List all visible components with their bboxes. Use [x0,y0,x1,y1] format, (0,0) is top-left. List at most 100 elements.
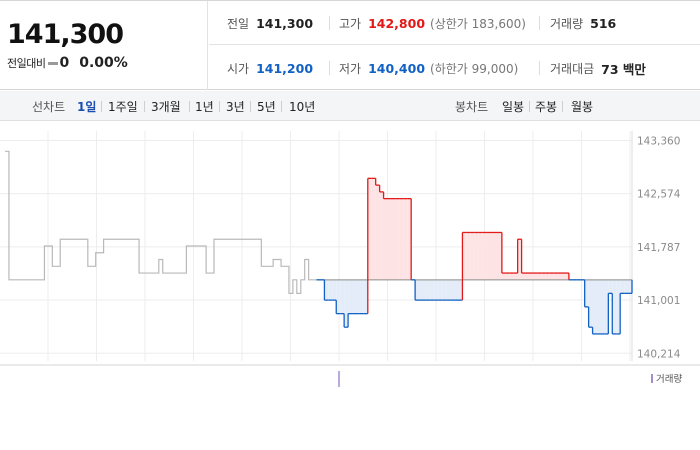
tab-period-10y[interactable]: 10년 [289,100,316,114]
trade-amount-value: 73 백만 [601,61,646,77]
tab-period-5y[interactable]: 5년 [257,100,276,114]
down-area-fill [624,279,629,294]
down-area-fill [458,279,463,301]
up-area-fill [490,232,494,280]
up-area-fill [383,198,388,280]
up-area-fill [533,273,538,280]
up-area-fill [371,178,376,280]
down-area-fill [592,279,597,334]
down-area-fill [359,279,364,314]
up-area-fill [517,239,522,280]
stats-row-1: 전일 141,300 고가 142,800 (상한가 183,600) 거래량 … [209,1,700,45]
y-tick-label: 143,360 [637,135,680,147]
down-area-fill [434,279,439,301]
down-area-fill [352,279,356,314]
tab-period-1y[interactable]: 1년 [195,100,214,114]
candle-chart-label: 봉차트 [455,100,489,114]
change-label: 전일대비 [7,57,46,70]
trade-amount-label: 거래대금 [550,61,595,76]
volume-value: 516 [590,15,617,31]
down-area-fill [332,279,337,301]
y-tick-label: 141,001 [637,295,680,307]
divider [329,16,330,30]
up-area-fill [486,232,491,280]
low-value: 140,400 [368,60,426,76]
up-area-fill [553,273,558,280]
lower-limit: (하한가 99,000) [430,61,519,76]
divider [539,16,540,30]
up-area-fill [521,273,526,280]
up-area-fill [561,273,565,280]
tab-period-3m[interactable]: 3개월 [151,100,181,114]
down-area-fill [584,279,589,307]
up-area-fill [395,198,400,280]
up-area-fill [564,273,569,280]
high-value: 142,800 [368,15,426,31]
change-percent: 0.00% [79,55,128,71]
price-summary: 141,300 전일대비 0 0.00% [0,1,208,90]
down-area-fill [442,279,447,301]
low-label: 저가 [339,61,362,76]
series-line-premarket [5,150,317,294]
up-area-fill [367,178,372,280]
chart-tab-bar: 선차트 1일 1주일 3개월 1년 3년 5년 10년 봉차트 일봉 주봉 월봉 [0,91,700,121]
tab-candle-monthly[interactable]: 월봉 [571,100,594,114]
up-area-fill [557,273,562,280]
down-area-fill [616,279,621,334]
prev-close-label: 전일 [227,16,250,31]
change-value: 0 [59,55,70,71]
up-area-fill [549,273,554,280]
divider [250,101,251,112]
down-area-fill [355,279,360,314]
down-area-fill [430,279,435,301]
tab-period-3y[interactable]: 3년 [226,100,245,114]
divider [529,101,530,112]
down-area-fill [450,279,455,301]
down-area-fill [328,279,333,301]
up-area-fill [470,232,475,280]
tab-candle-weekly[interactable]: 주봉 [535,100,558,114]
upper-limit: (상한가 183,600) [430,16,526,31]
stat-low: 저가 140,400 (하한가 99,000) [339,46,518,90]
down-area-fill [344,279,349,328]
up-area-fill [474,232,479,280]
tab-period-1d[interactable]: 1일 [77,100,97,114]
stat-open: 시가 141,200 [227,46,313,90]
down-area-fill [363,279,368,314]
volume-legend-swatch [651,374,653,383]
up-area-fill [403,198,408,280]
up-area-fill [478,232,483,280]
quote-header: 141,300 전일대비 0 0.00% 전일 141,300 고가 142,8… [0,0,700,90]
down-area-fill [423,279,427,301]
up-area-fill [466,232,471,280]
y-tick-label: 140,214 [637,348,681,360]
tab-period-1w[interactable]: 1주일 [108,100,138,114]
y-tick-label: 141,787 [637,242,680,254]
volume-label: 거래량 [550,16,584,31]
up-area-fill [525,273,530,280]
up-area-fill [497,232,502,280]
down-area-fill [596,279,601,334]
up-area-fill [509,273,514,280]
open-value: 141,200 [256,60,314,76]
divider [562,101,563,112]
stats-table: 전일 141,300 고가 142,800 (상한가 183,600) 거래량 … [209,1,700,90]
up-area-fill [387,198,392,280]
up-area-fill [462,232,467,280]
divider [189,101,190,112]
down-area-fill [426,279,431,301]
stats-row-2: 시가 141,200 저가 140,400 (하한가 99,000) 거래대금 … [209,46,700,90]
down-area-fill [340,279,345,314]
down-area-fill [336,279,341,314]
divider [281,101,282,112]
down-area-fill [454,279,459,301]
open-label: 시가 [227,61,250,76]
volume-legend-label: 거래량 [656,373,682,385]
y-tick-label: 142,574 [637,189,681,201]
up-area-fill [375,185,380,280]
up-area-fill [391,198,396,280]
high-label: 고가 [339,16,362,31]
up-area-fill [482,232,487,280]
tab-candle-daily[interactable]: 일봉 [502,100,525,114]
change-summary: 전일대비 0 0.00% [7,55,128,71]
